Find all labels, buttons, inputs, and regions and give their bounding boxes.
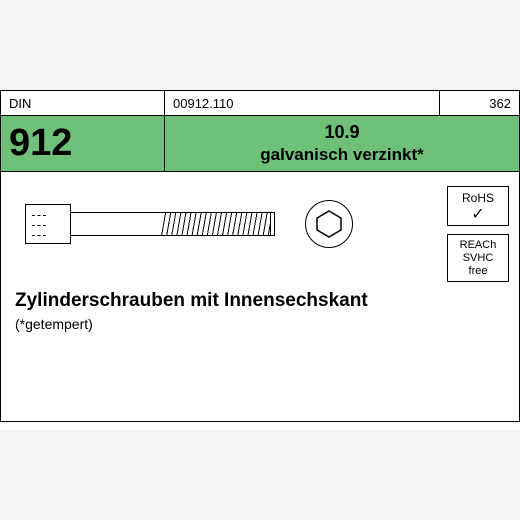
din-number: 912 xyxy=(0,116,165,172)
header-row: DIN 00912.110 362 xyxy=(0,90,520,116)
reach-line1: REACh xyxy=(450,239,506,252)
header-ref-num: 362 xyxy=(440,91,520,115)
reach-line3: free xyxy=(450,265,506,278)
screw-head xyxy=(25,204,71,244)
product-note: (*getempert) xyxy=(15,316,93,332)
product-title: Zylinderschrauben mit Innensechskant xyxy=(15,290,505,312)
hex-mark xyxy=(32,215,46,216)
header-din-label: DIN xyxy=(0,91,165,115)
screw-tip xyxy=(271,212,275,236)
spec-cell: 10.9 galvanisch verzinkt* xyxy=(165,116,520,172)
screw-front-view xyxy=(305,200,353,248)
bottom-space xyxy=(0,342,520,422)
reach-line2: SVHC xyxy=(450,252,506,265)
hex-mark xyxy=(32,225,46,226)
rohs-badge: RoHS ✓ xyxy=(447,186,509,226)
spec-row: 912 10.9 galvanisch verzinkt* xyxy=(0,116,520,172)
title-row: Zylinderschrauben mit Innensechskant xyxy=(0,282,520,314)
finish: galvanisch verzinkt* xyxy=(260,145,423,165)
rohs-label: RoHS xyxy=(450,191,506,205)
spec-card: DIN 00912.110 362 912 10.9 galvanisch ve… xyxy=(0,90,520,430)
strength-grade: 10.9 xyxy=(324,122,359,143)
hex-mark xyxy=(32,235,46,236)
hex-socket-icon xyxy=(315,210,343,238)
header-code: 00912.110 xyxy=(165,91,440,115)
screw-thread xyxy=(161,212,271,236)
check-icon: ✓ xyxy=(450,205,506,224)
note-row: (*getempert) xyxy=(0,314,520,342)
reach-badge: REACh SVHC free xyxy=(447,234,509,282)
screw-shank xyxy=(71,212,161,236)
illustration-area: RoHS ✓ REACh SVHC free xyxy=(0,172,520,282)
